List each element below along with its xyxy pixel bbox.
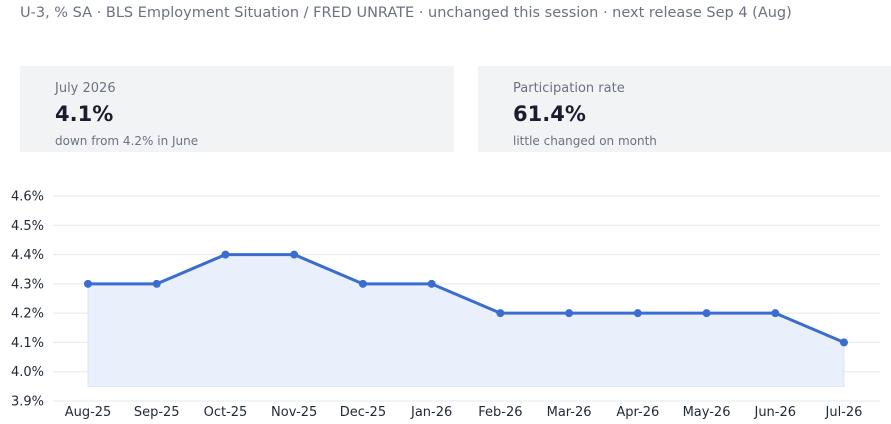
y-tick-label: 4.0%: [11, 365, 44, 380]
x-tick-label: May-26: [683, 405, 731, 420]
card-value: 4.1%: [55, 102, 114, 126]
data-point: [290, 250, 299, 259]
x-tick-label: Nov-25: [271, 405, 317, 420]
unemployment-rate-card: July 2026 4.1% down from 4.2% in June: [20, 66, 454, 152]
data-point: [633, 309, 642, 318]
x-tick-label: Mar-26: [547, 405, 592, 420]
data-point: [84, 279, 92, 288]
participation-rate-card: Participation rate 61.4% little changed …: [478, 66, 891, 152]
card-label: Participation rate: [513, 81, 625, 96]
y-tick-label: 4.5%: [11, 219, 44, 234]
data-point: [427, 279, 436, 288]
card-note: little changed on month: [513, 134, 657, 148]
x-tick-label: Aug-25: [65, 405, 112, 420]
card-label: July 2026: [55, 81, 116, 96]
y-tick-label: 4.1%: [11, 336, 44, 351]
card-value: 61.4%: [513, 102, 586, 126]
x-tick-label: Sep-25: [134, 405, 180, 420]
data-point: [152, 279, 161, 288]
data-point: [702, 309, 711, 318]
x-tick-label: Jun-26: [753, 405, 796, 420]
chart-subtitle: U-3, % SA · BLS Employment Situation / F…: [20, 5, 792, 21]
card-note: down from 4.2% in June: [55, 134, 199, 148]
y-tick-label: 4.6%: [11, 190, 44, 205]
series-area: [87, 254, 845, 387]
data-point: [840, 338, 848, 347]
y-tick-label: 4.3%: [11, 277, 44, 292]
data-point: [496, 309, 505, 318]
data-point: [771, 309, 780, 318]
data-point: [358, 279, 367, 288]
x-tick-label: Jul-26: [825, 405, 863, 420]
x-tick-label: Jan-26: [410, 405, 452, 420]
y-tick-label: 4.4%: [11, 248, 44, 263]
y-tick-label: 3.9%: [11, 395, 44, 410]
x-tick-label: Dec-25: [340, 405, 386, 420]
x-tick-label: Feb-26: [478, 405, 522, 420]
x-tick-label: Oct-25: [204, 405, 248, 420]
y-tick-label: 4.2%: [11, 307, 44, 322]
series-line: [88, 253, 845, 344]
data-point: [221, 250, 230, 259]
data-point: [565, 309, 574, 318]
x-tick-label: Apr-26: [616, 405, 659, 420]
